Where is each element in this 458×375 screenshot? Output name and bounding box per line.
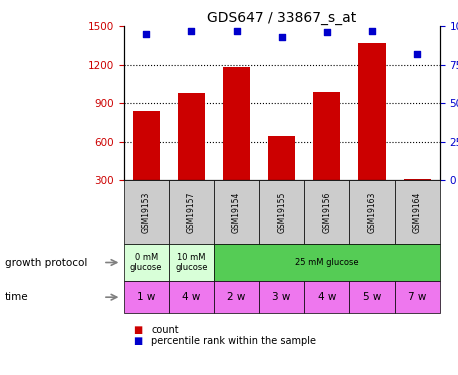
- Text: percentile rank within the sample: percentile rank within the sample: [151, 336, 316, 346]
- Bar: [178, 93, 205, 180]
- Text: GSM19154: GSM19154: [232, 191, 241, 232]
- Point: [142, 31, 150, 37]
- Text: GSM19155: GSM19155: [277, 191, 286, 232]
- Text: 1 w: 1 w: [137, 292, 155, 302]
- Text: GSM19164: GSM19164: [413, 191, 422, 232]
- Text: 4 w: 4 w: [182, 292, 201, 302]
- Text: growth protocol: growth protocol: [5, 258, 87, 267]
- Title: GDS647 / 33867_s_at: GDS647 / 33867_s_at: [207, 11, 356, 25]
- Text: count: count: [151, 325, 179, 335]
- Point: [323, 29, 331, 35]
- Text: time: time: [5, 292, 28, 302]
- Text: ■: ■: [133, 325, 142, 335]
- Text: 2 w: 2 w: [227, 292, 245, 302]
- Bar: [133, 111, 160, 180]
- Text: GSM19157: GSM19157: [187, 191, 196, 232]
- Text: 5 w: 5 w: [363, 292, 381, 302]
- Bar: [313, 92, 340, 180]
- Text: 4 w: 4 w: [318, 292, 336, 302]
- Bar: [268, 136, 295, 180]
- Point: [278, 34, 285, 40]
- Text: GSM19153: GSM19153: [142, 191, 151, 232]
- Text: 3 w: 3 w: [273, 292, 291, 302]
- Text: GSM19163: GSM19163: [367, 191, 376, 232]
- Bar: [223, 67, 250, 180]
- Text: ■: ■: [133, 336, 142, 346]
- Point: [368, 28, 376, 34]
- Point: [233, 28, 240, 34]
- Text: 10 mM
glucose: 10 mM glucose: [175, 253, 207, 272]
- Bar: [403, 179, 431, 180]
- Point: [188, 28, 195, 34]
- Bar: [359, 43, 386, 180]
- Point: [414, 51, 421, 57]
- Text: 0 mM
glucose: 0 mM glucose: [130, 253, 163, 272]
- Text: 7 w: 7 w: [408, 292, 426, 302]
- Text: 25 mM glucose: 25 mM glucose: [295, 258, 359, 267]
- Text: GSM19156: GSM19156: [322, 191, 331, 232]
